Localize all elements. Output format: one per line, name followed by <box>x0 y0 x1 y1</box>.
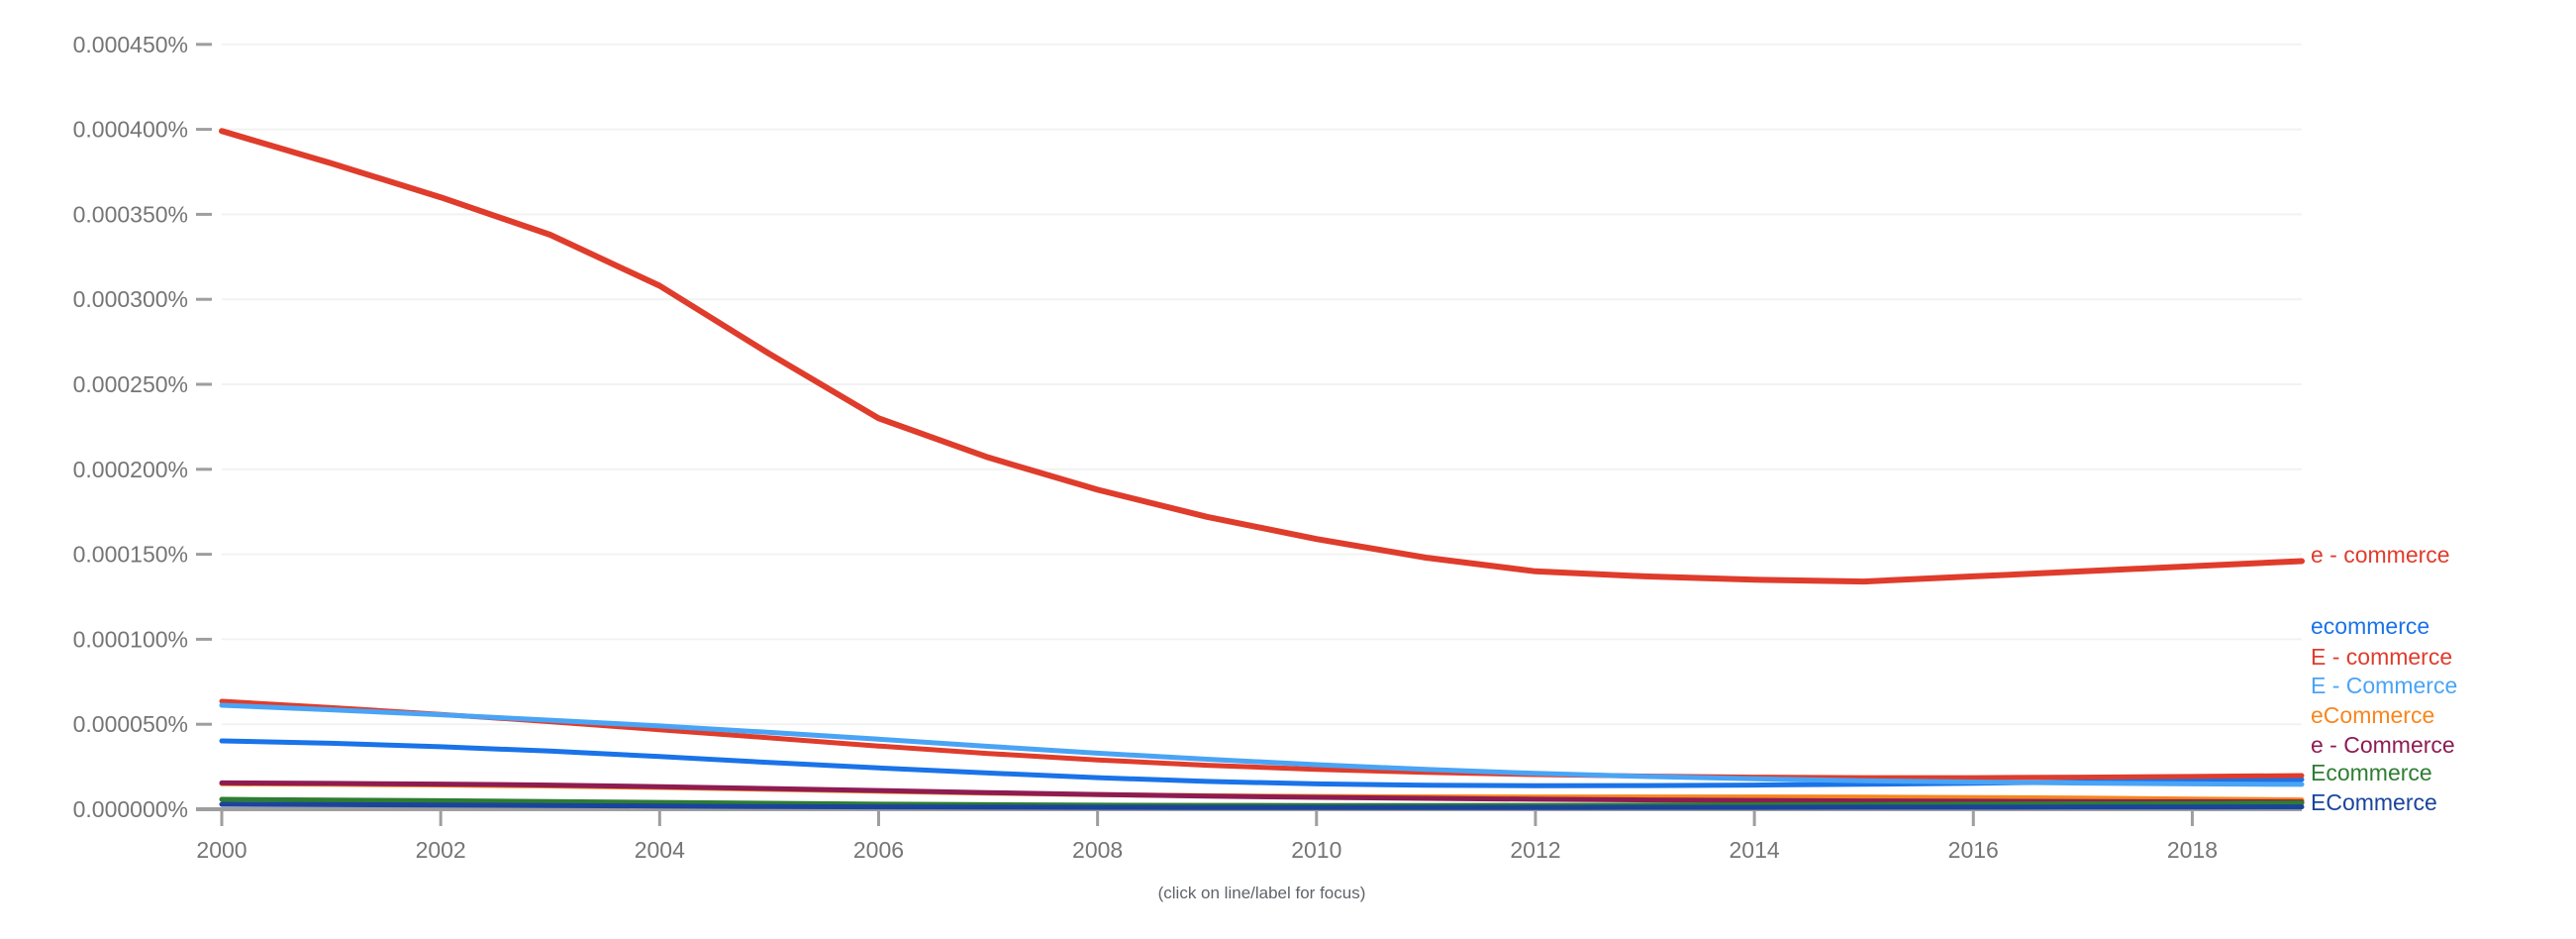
x-axis-tick-label: 2014 <box>1730 837 1780 863</box>
legend-label-E-commerce[interactable]: E - commerce <box>2311 644 2452 670</box>
series-line-e-Commerce[interactable] <box>219 780 2305 805</box>
series-line-e-commerce[interactable] <box>219 128 2305 585</box>
y-axis-tick-label: 0.000150% <box>73 542 188 568</box>
legend-label-E-Commerce[interactable]: E - Commerce <box>2311 673 2457 698</box>
y-axis-tick-label: 0.000250% <box>73 371 188 397</box>
x-axis-tick-label: 2016 <box>1948 837 1999 863</box>
legend-label-e-commerce[interactable]: e - commerce <box>2311 542 2450 568</box>
legend-label-eCommerce[interactable]: eCommerce <box>2311 702 2434 728</box>
x-axis-tick-label: 2006 <box>853 837 904 863</box>
x-axis-tick-label: 2000 <box>196 837 247 863</box>
series-line-ECommerce[interactable] <box>219 801 2305 810</box>
x-axis-tick-label: 2004 <box>635 837 685 863</box>
x-axis-tick-label: 2018 <box>2167 837 2218 863</box>
x-axis-tick-label: 2010 <box>1291 837 1341 863</box>
y-axis-tick-label: 0.000000% <box>73 796 188 822</box>
legend-label-Ecommerce[interactable]: Ecommerce <box>2311 760 2432 785</box>
y-axis-tick-label: 0.000200% <box>73 457 188 482</box>
y-axis-tick-label: 0.000050% <box>73 711 188 737</box>
x-axis-tick-label: 2008 <box>1072 837 1123 863</box>
y-axis-tick-label: 0.000400% <box>73 117 188 143</box>
legend-label-e-Commerce[interactable]: e - Commerce <box>2311 732 2455 758</box>
legend-label-ECommerce[interactable]: ECommerce <box>2311 789 2437 815</box>
legend-label-ecommerce[interactable]: ecommerce <box>2311 613 2429 639</box>
series-line-E-Commerce[interactable] <box>219 702 2305 787</box>
x-axis-tick-label: 2012 <box>1510 837 1560 863</box>
y-axis-tick-label: 0.000300% <box>73 286 188 312</box>
y-axis-tick-label: 0.000100% <box>73 626 188 652</box>
x-axis-tick-label: 2002 <box>416 837 466 863</box>
chart-caption: (click on line/label for focus) <box>1157 884 1366 902</box>
y-axis-tick-label: 0.000450% <box>73 32 188 57</box>
series-line-E-commerce[interactable] <box>219 698 2305 781</box>
y-axis-tick-label: 0.000350% <box>73 201 188 227</box>
